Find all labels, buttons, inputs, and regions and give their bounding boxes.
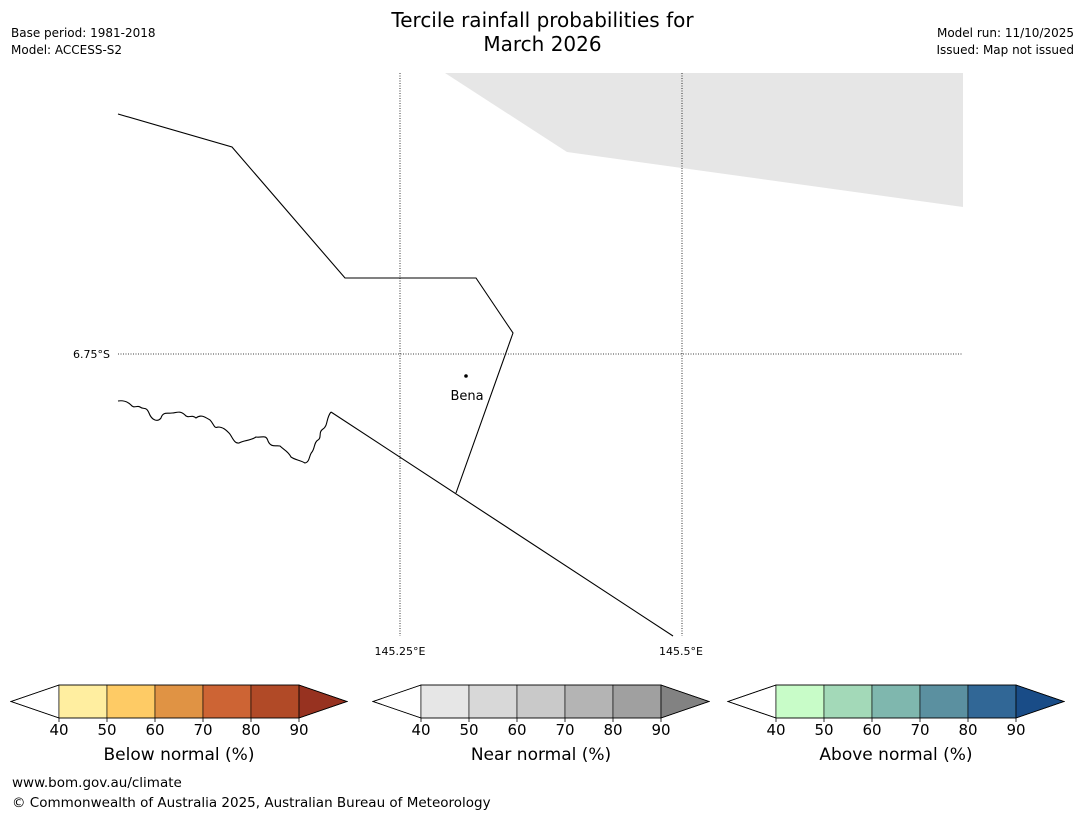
below-normal-segment-40	[58, 684, 108, 719]
above-normal-segment-40	[775, 684, 825, 719]
district-boundary-north	[117, 113, 514, 494]
above-normal-tick-label-50: 50	[814, 721, 833, 739]
lat-label-6-75: 6.75°S	[73, 348, 110, 361]
above-normal-tick-label-40: 40	[766, 721, 785, 739]
above-normal-tick-label-80: 80	[958, 721, 977, 739]
near-normal-tick-label-40: 40	[411, 721, 430, 739]
above-normal-tick-label-70: 70	[910, 721, 929, 739]
below-normal-segment-60	[154, 684, 204, 719]
below-normal-extend-min	[9, 684, 60, 719]
below-normal-extend-max	[298, 684, 349, 719]
near-normal-segment-80	[612, 684, 662, 719]
below-normal-tick-label-60: 60	[145, 721, 164, 739]
near-normal-tick-label-70: 70	[555, 721, 574, 739]
below-normal-segment-50	[106, 684, 156, 719]
below-normal-segment-70	[202, 684, 252, 719]
near-normal-segment-50	[468, 684, 518, 719]
town-marker[interactable]	[464, 374, 468, 378]
above-normal-extend-max	[1015, 684, 1066, 719]
above-normal-extend-min	[726, 684, 777, 719]
no-data-region	[445, 73, 963, 207]
below-normal-segment-80	[250, 684, 300, 719]
model-info: Base period: 1981-2018 Model: ACCESS-S2	[11, 25, 156, 59]
near-normal-segment-60	[516, 684, 566, 719]
above-normal-tick-label-60: 60	[862, 721, 881, 739]
map-title: Tercile rainfall probabilities for March…	[0, 8, 1085, 56]
model-run: Model run: 11/10/2025	[936, 26, 1074, 40]
lon-label-145-25: 145.25°E	[375, 645, 426, 658]
title-line-2: March 2026	[483, 32, 602, 56]
below-normal-tick-label-90: 90	[289, 721, 308, 739]
below-normal-tick-label-80: 80	[241, 721, 260, 739]
above-normal-segment-80	[967, 684, 1017, 719]
above-normal-segment-60	[871, 684, 921, 719]
colorbars: 40 50 60 70 80 90 40 50 60 70 80 90 40 50 60 70 80 90	[9, 684, 1066, 739]
below-normal-tick-label-70: 70	[193, 721, 212, 739]
above-normal-tick-label-90: 90	[1006, 721, 1025, 739]
below-normal-label: Below normal (%)	[103, 745, 255, 765]
near-normal-tick-label-60: 60	[507, 721, 526, 739]
above-normal-segment-70	[919, 684, 969, 719]
town-label: Bena	[450, 389, 483, 404]
title-line-1: Tercile rainfall probabilities for	[391, 8, 694, 32]
above-normal-segment-50	[823, 684, 873, 719]
near-normal-extend-min	[371, 684, 422, 719]
website-link[interactable]: www.bom.gov.au/climate	[12, 775, 182, 791]
copyright-text: © Commonwealth of Australia 2025, Austra…	[12, 795, 491, 811]
lon-label-145-5: 145.5°E	[659, 645, 703, 658]
run-info: Model run: 11/10/2025 Issued: Map not is…	[936, 25, 1074, 59]
below-normal-tick-label-50: 50	[97, 721, 116, 739]
near-normal-tick-label-80: 80	[603, 721, 622, 739]
near-normal-label: Near normal (%)	[470, 745, 612, 765]
near-normal-segment-70	[564, 684, 614, 719]
river-boundary	[117, 400, 332, 464]
near-normal-extend-max	[660, 684, 711, 719]
district-boundary-south	[330, 411, 674, 637]
near-normal-segment-40	[420, 684, 470, 719]
model-name: Model: ACCESS-S2	[11, 43, 123, 57]
below-normal-tick-label-40: 40	[49, 721, 68, 739]
above-normal-label: Above normal (%)	[819, 745, 973, 765]
near-normal-tick-label-50: 50	[459, 721, 478, 739]
near-normal-tick-label-90: 90	[651, 721, 670, 739]
base-period: Base period: 1981-2018	[11, 26, 156, 40]
issued-status: Issued: Map not issued	[936, 43, 1074, 57]
